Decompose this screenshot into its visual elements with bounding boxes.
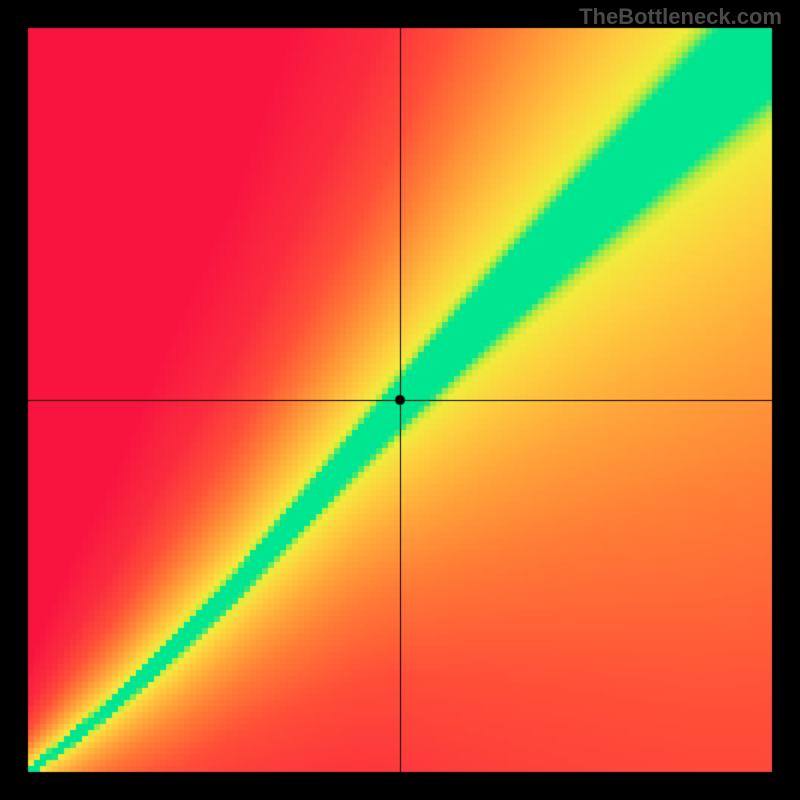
chart-container: TheBottleneck.com bbox=[0, 0, 800, 800]
heatmap-canvas bbox=[0, 0, 800, 800]
attribution-label: TheBottleneck.com bbox=[579, 4, 782, 30]
